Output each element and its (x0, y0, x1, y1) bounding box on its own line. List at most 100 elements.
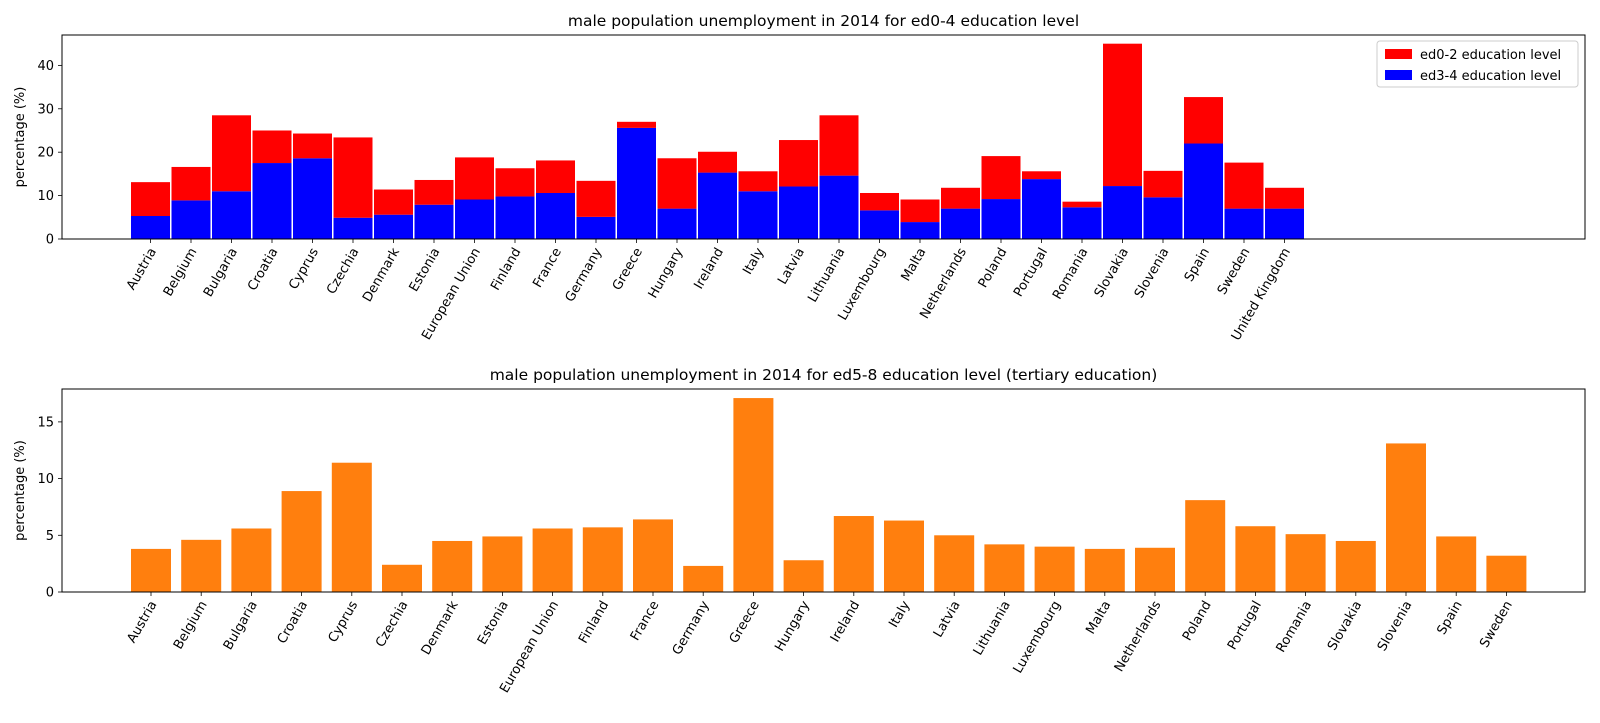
bar-upper-segment (1103, 43, 1142, 187)
x-tick-label: Czechia (373, 599, 411, 651)
bar-lower-segment (1265, 208, 1304, 239)
bar-upper-segment (576, 180, 616, 217)
bar-upper-segment (293, 133, 332, 159)
bar (984, 544, 1025, 592)
x-tick-label: Bulgaria (221, 599, 261, 653)
x-tick-label: Slovakia (1325, 599, 1365, 654)
bar (1185, 500, 1226, 592)
bar-lower-segment (131, 215, 170, 239)
y-tick-label: 40 (37, 59, 54, 74)
x-tick-label: Greece (727, 599, 763, 647)
bar-lower-segment (779, 186, 818, 239)
bar-upper-segment (374, 189, 413, 215)
x-tick-label: Malta (899, 246, 930, 285)
bar (1436, 536, 1477, 592)
bar-upper-segment (131, 182, 170, 216)
x-tick-label: Greece (610, 246, 646, 294)
x-tick-label: Lithuania (971, 599, 1014, 659)
x-tick-label: Denmark (360, 245, 403, 305)
x-tick-label: Italy (740, 245, 767, 277)
bar-lower-segment (1143, 197, 1183, 239)
legend-label: ed0-2 education level (1420, 48, 1561, 63)
y-tick-label: 5 (46, 529, 54, 544)
bar (382, 564, 422, 592)
x-tick-label: Cyprus (326, 598, 362, 645)
bar-upper-segment (1143, 170, 1183, 198)
bar (733, 398, 774, 592)
bar-upper-segment (1022, 171, 1061, 180)
bar-lower-segment (455, 199, 494, 239)
legend: ed0-2 education level ed3-4 education lev… (1376, 40, 1579, 88)
plot-frame (61, 34, 1586, 240)
bar-upper-segment (1224, 162, 1264, 209)
bar (1034, 546, 1075, 592)
x-tick-label: Romania (1050, 246, 1091, 303)
y-tick-label: 10 (37, 472, 54, 487)
bar-lower-segment (941, 208, 980, 239)
bar-lower-segment (617, 127, 656, 239)
bar-upper-segment (900, 199, 940, 223)
bar-upper-segment (941, 187, 980, 209)
bar-upper-segment (252, 130, 292, 164)
bar-lower-segment (1022, 179, 1061, 239)
chart-title: male population unemployment in 2014 for… (568, 12, 1079, 30)
bar (1235, 526, 1276, 592)
x-tick-label: Sweden (1477, 599, 1516, 651)
y-axis-label: percentage (%) (13, 87, 28, 188)
x-tick-label: Latvia (775, 246, 808, 288)
x-tick-label: Malta (1083, 599, 1114, 638)
x-tick-label: Finland (488, 246, 524, 294)
bar (131, 548, 171, 592)
x-tick-label: Finland (576, 599, 612, 647)
bar-lower-segment (333, 217, 373, 239)
x-tick-label: Poland (1180, 599, 1215, 644)
legend-label: ed3-4 education level (1420, 69, 1561, 84)
bar-upper-segment (819, 115, 859, 176)
x-tick-label: Ireland (691, 246, 726, 292)
bar-upper-segment (738, 171, 778, 192)
x-tick-label: Poland (976, 246, 1011, 291)
bar-lower-segment (1224, 208, 1264, 239)
x-tick-label: Cyprus (286, 245, 322, 292)
y-tick-label: 20 (37, 146, 54, 161)
y-tick-label: 0 (46, 586, 54, 601)
bar-lower-segment (212, 191, 251, 239)
bar-lower-segment (293, 158, 332, 239)
bar-upper-segment (1062, 201, 1102, 208)
bar-upper-segment (333, 137, 373, 218)
x-tick-label: Italy (886, 598, 913, 630)
bar (1135, 547, 1175, 592)
bar-upper-segment (698, 151, 737, 173)
x-tick-label: France (530, 246, 565, 291)
chart-title: male population unemployment in 2014 for… (490, 366, 1158, 384)
bar-lower-segment (414, 204, 454, 239)
bar (884, 520, 924, 592)
x-tick-label: Denmark (419, 598, 462, 658)
bar (783, 560, 824, 592)
x-tick-label: Estonia (407, 246, 444, 295)
x-tick-label: Hungary (772, 598, 813, 654)
bar-lower-segment (1103, 186, 1142, 239)
bar-lower-segment (900, 222, 940, 239)
bar (582, 527, 623, 592)
x-tick-label: Sweden (1215, 246, 1254, 298)
bar-lower-segment (536, 192, 575, 239)
y-tick-label: 10 (37, 189, 54, 204)
x-tick-label: Spain (1435, 599, 1466, 638)
x-tick-label: Croatia (245, 246, 281, 294)
x-tick-label: Bulgaria (201, 246, 241, 300)
bar-lower-segment (576, 216, 616, 239)
bar (231, 528, 272, 592)
bar (833, 516, 874, 592)
bar-lower-segment (738, 191, 778, 239)
bar-upper-segment (860, 192, 899, 211)
bar-upper-segment (617, 121, 656, 128)
x-tick-label: Portugal (1225, 599, 1265, 653)
bar-lower-segment (252, 163, 292, 239)
y-tick-label: 15 (37, 415, 54, 430)
y-axis-label: percentage (%) (13, 440, 28, 541)
bar (482, 536, 523, 592)
bar-upper-segment (1265, 187, 1304, 209)
bar (1335, 540, 1376, 592)
y-tick-label: 0 (46, 233, 54, 248)
